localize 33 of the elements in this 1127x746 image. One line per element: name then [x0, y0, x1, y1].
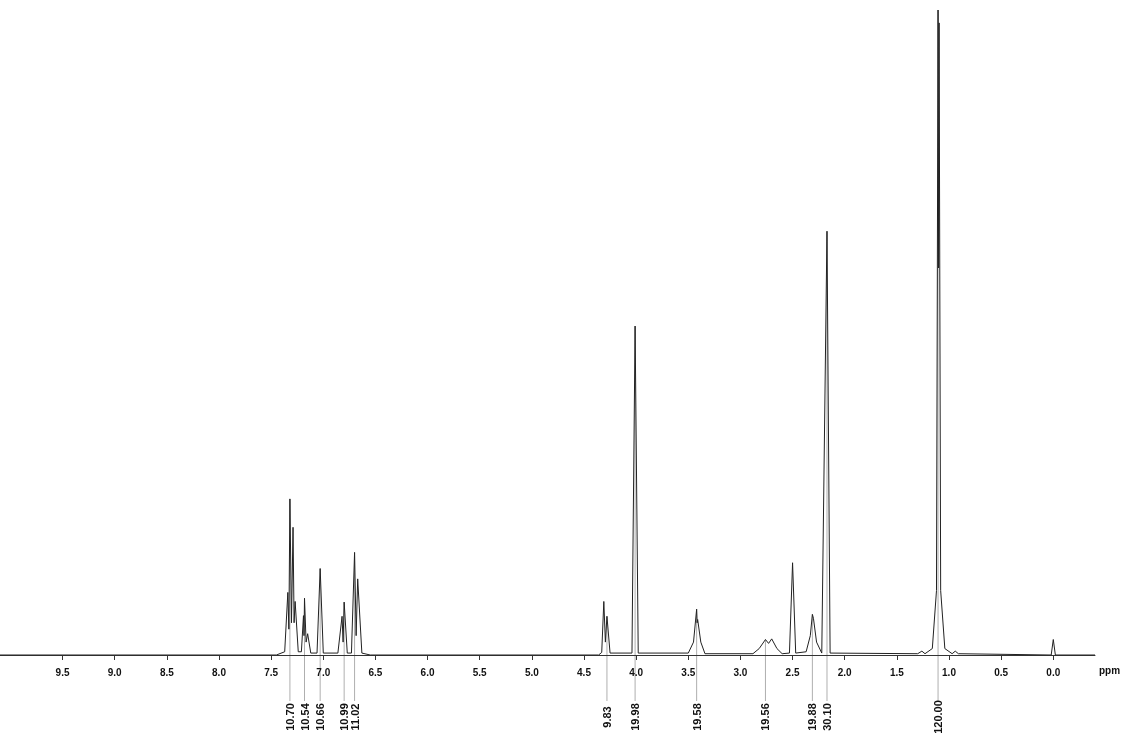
annotation: 9.83	[600, 706, 613, 728]
annotation: 19.56	[759, 703, 772, 731]
x-tick-label: 4.0	[629, 666, 644, 678]
x-tick-label: 5.0	[524, 666, 540, 678]
annotation: 10.70	[283, 703, 296, 731]
annotation: 19.88	[806, 703, 819, 731]
annotation: 120.00	[932, 700, 945, 734]
annotation: 10.66	[314, 703, 327, 731]
x-tick-label: 5.5	[472, 666, 488, 678]
x-tick-label: 9.0	[107, 666, 123, 678]
x-tick-label: 6.5	[368, 666, 383, 678]
annotation: 10.99	[338, 703, 351, 731]
x-tick-label: 1.5	[889, 666, 905, 678]
x-tick-label: 6.0	[420, 666, 435, 678]
x-tick-label: 1.0	[942, 666, 957, 678]
x-tick-label: 8.5	[159, 666, 175, 678]
x-tick-label: 9.5	[55, 666, 70, 678]
x-tick-label: 3.0	[733, 666, 748, 678]
x-tick-label: 3.5	[681, 666, 696, 678]
x-tick-label: 4.5	[577, 666, 592, 678]
x-tick-label: 7.0	[316, 666, 331, 678]
annotation: 19.58	[690, 703, 703, 731]
x-tick-label: 2.0	[837, 666, 853, 678]
x-tick-label: 0.5	[994, 666, 1009, 678]
x-tick-label: 8.0	[212, 666, 227, 678]
annotation: 19.98	[629, 703, 642, 731]
annotation: 30.10	[820, 703, 833, 731]
annotation: 10.54	[298, 702, 311, 731]
x-tick-label: 2.5	[785, 666, 800, 678]
annotation: 11.02	[348, 703, 361, 731]
x-axis-title: ppm	[1099, 664, 1121, 676]
x-tick-label: 0.0	[1046, 666, 1061, 678]
x-tick-label: 7.5	[264, 666, 279, 678]
